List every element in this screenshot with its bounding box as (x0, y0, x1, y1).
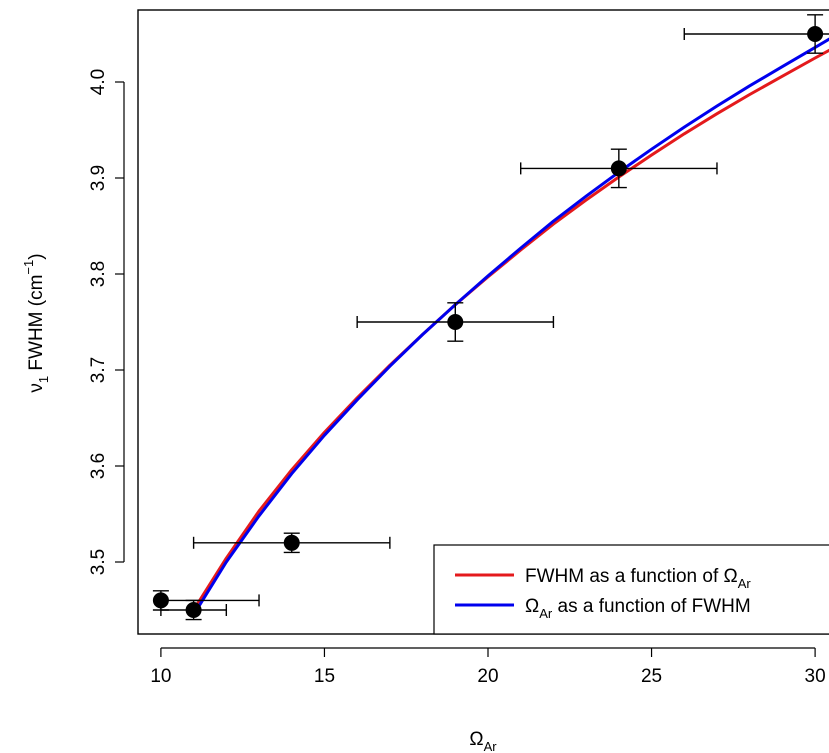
data-point-group (152, 590, 260, 611)
data-point-group (192, 532, 391, 554)
fit-curve-omega-function (192, 37, 829, 617)
data-point-group (683, 14, 829, 54)
x-tick-label: 15 (314, 666, 335, 687)
data-point (185, 602, 202, 618)
data-point (152, 592, 169, 609)
x-axis-title-sub: Ar (484, 739, 498, 753)
fit-curves (192, 37, 829, 617)
data-point (283, 534, 300, 551)
legend-label-fwhm-function: FWHM as a function of ΩAr (525, 566, 751, 591)
y-tick-label: 3.5 (88, 549, 109, 575)
y-tick-label: 3.6 (88, 453, 109, 479)
legend: FWHM as a function of ΩAr ΩAr as a funct… (433, 544, 829, 635)
data-point (610, 160, 627, 177)
legend-label-1-sub: Ar (738, 576, 752, 591)
data-point-group (520, 148, 718, 189)
y-axis-title-mid: FWHM (cm (26, 275, 47, 376)
y-axis-title-pre-sub: 1 (36, 376, 51, 383)
data-points (152, 14, 829, 621)
y-tick-label: 3.8 (88, 261, 109, 287)
x-tick-label: 30 (805, 666, 826, 687)
legend-label-1-pre: FWHM as a function of Ω (525, 566, 738, 587)
legend-label-2-pre: Ω (525, 596, 539, 617)
legend-label-omega-function: ΩAr as a function of FWHM (525, 596, 751, 621)
data-point (447, 314, 464, 330)
x-tick-label: 25 (641, 666, 662, 687)
legend-label-2-sub: Ar (539, 606, 553, 621)
data-point-group (160, 599, 228, 621)
y-axis-title: ν1 FWHM (cm−1) (21, 253, 51, 392)
y-tick-label: 4.0 (88, 69, 109, 95)
fit-curve-fwhm-function (192, 48, 829, 612)
y-axis-title-sup: −1 (21, 260, 36, 275)
axes: 10 15 20 25 30 3.5 3.6 3.7 3.8 3.9 4.0 (88, 69, 826, 687)
data-point-group (356, 302, 555, 342)
y-axis-title-pre: ν (26, 383, 47, 393)
x-axis-title: ΩAr (469, 729, 497, 753)
x-tick-label: 20 (477, 666, 498, 687)
y-axis-title-post: ) (26, 253, 47, 259)
x-tick-label: 10 (150, 666, 171, 687)
y-tick-label: 3.7 (88, 357, 109, 383)
data-point (807, 26, 824, 42)
legend-label-2-post: as a function of FWHM (552, 596, 751, 617)
legend-box (433, 544, 829, 635)
x-axis-title-main: Ω (469, 729, 483, 750)
y-tick-label: 3.9 (88, 165, 109, 191)
